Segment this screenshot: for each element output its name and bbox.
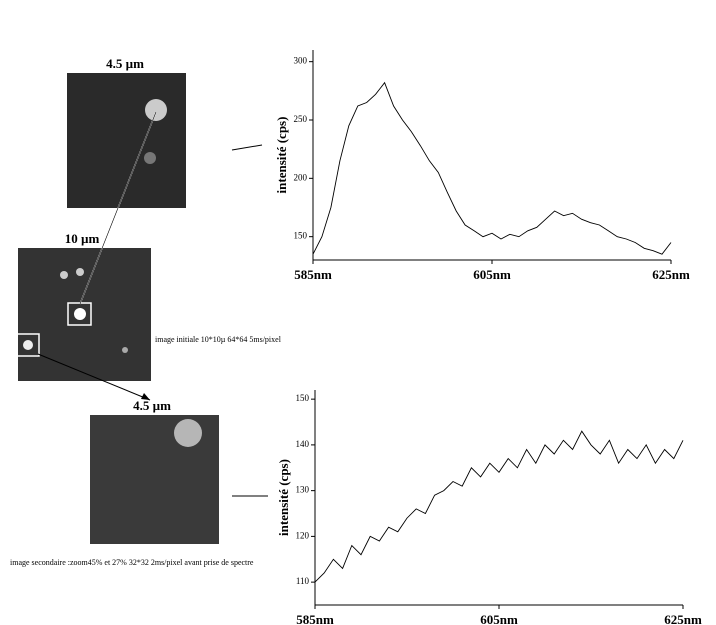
spot xyxy=(145,99,167,121)
connector xyxy=(79,111,157,305)
arrow-head xyxy=(141,393,150,400)
spot xyxy=(23,340,33,350)
spot xyxy=(122,347,128,353)
image-label: 4.5 µm xyxy=(106,56,144,71)
roi-box xyxy=(15,333,40,357)
x-tick-label: 625nm xyxy=(664,612,702,625)
y-axis-label: intensité (cps) xyxy=(276,459,291,536)
y-tick-label: 150 xyxy=(296,393,310,403)
y-tick-label: 140 xyxy=(296,439,310,449)
spot xyxy=(60,271,68,279)
spectrum-line xyxy=(312,81,672,255)
x-tick-label: 625nm xyxy=(652,267,690,282)
caption: image initiale 10*10µ 64*64 5ms/pixel xyxy=(155,335,282,344)
y-tick-label: 110 xyxy=(296,576,310,586)
y-tick-label: 120 xyxy=(296,530,310,540)
roi-box xyxy=(67,302,92,326)
y-tick-label: 150 xyxy=(294,231,308,241)
image-label: 4.5 µm xyxy=(133,398,171,413)
x-tick-label: 605nm xyxy=(480,612,518,625)
spot xyxy=(174,419,202,447)
spot xyxy=(76,268,84,276)
caption: image secondaire :zoom45% et 27% 32*32 2… xyxy=(10,558,254,567)
x-tick-label: 585nm xyxy=(294,267,332,282)
y-tick-label: 300 xyxy=(294,56,308,66)
x-tick-label: 585nm xyxy=(296,612,334,625)
y-tick-label: 250 xyxy=(294,114,308,124)
connector xyxy=(37,353,151,401)
spot xyxy=(74,308,86,320)
image-label: 10 µm xyxy=(65,231,100,246)
y-tick-label: 130 xyxy=(296,485,310,495)
spot xyxy=(144,152,156,164)
connector xyxy=(231,144,263,151)
x-tick-label: 605nm xyxy=(473,267,511,282)
y-tick-label: 200 xyxy=(294,172,308,182)
spectrum-line xyxy=(314,430,684,583)
y-axis-label: intensité (cps) xyxy=(274,117,289,194)
